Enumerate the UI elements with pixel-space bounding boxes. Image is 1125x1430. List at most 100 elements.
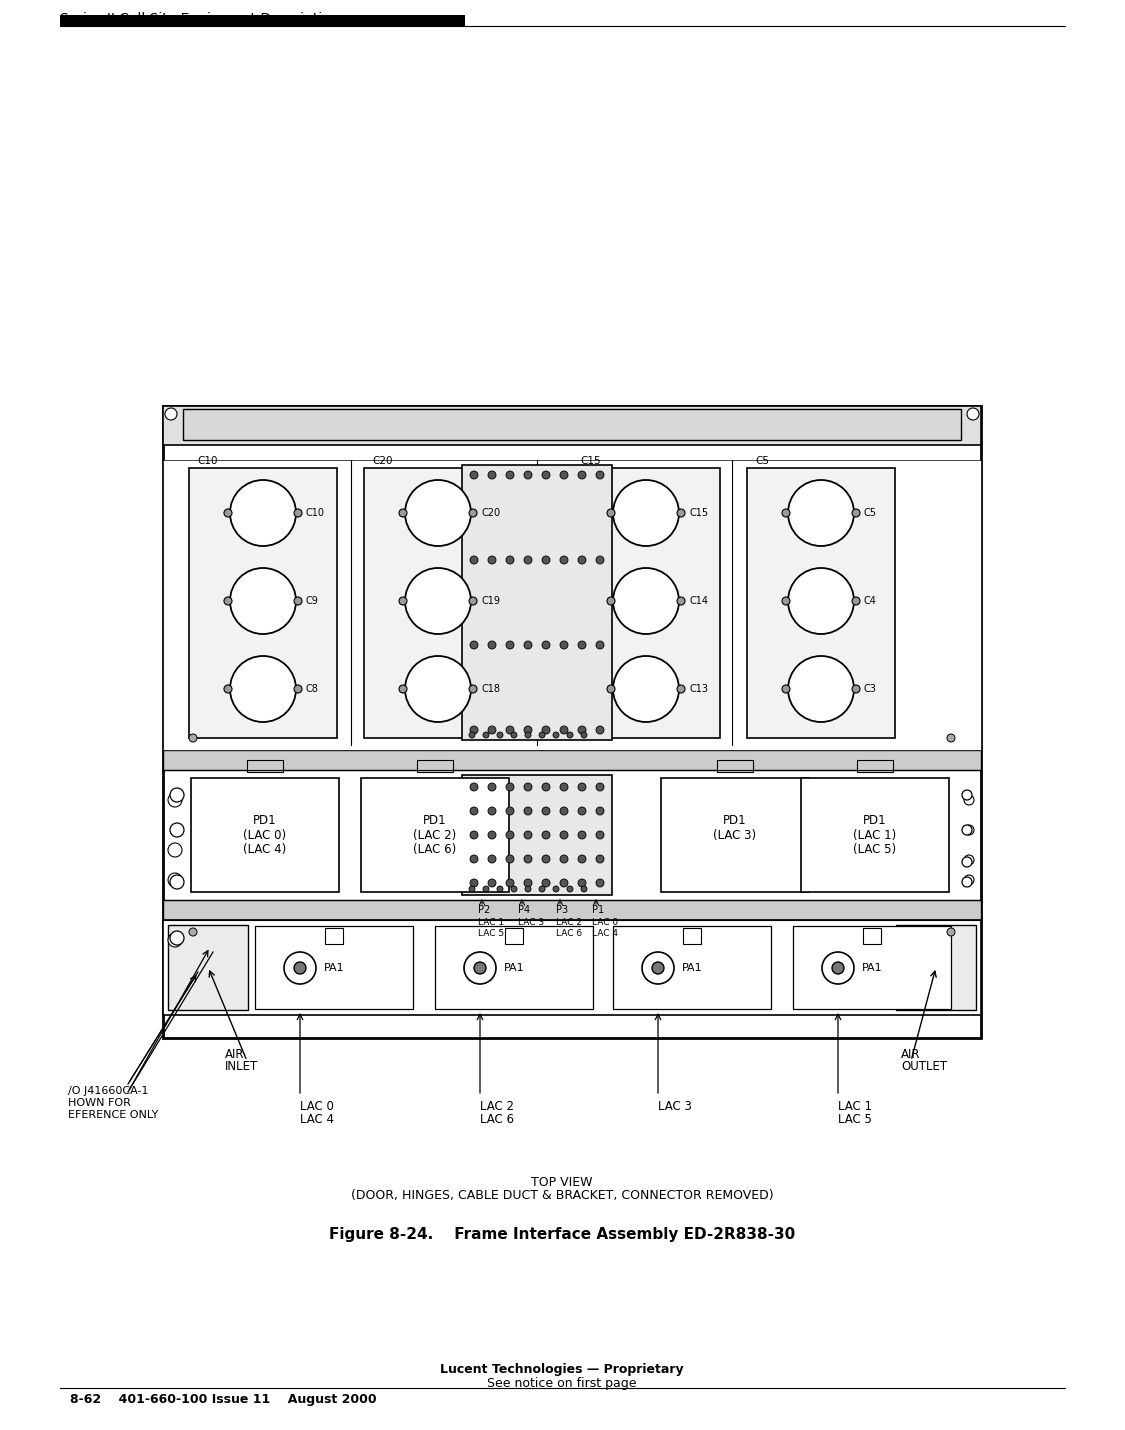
Circle shape bbox=[852, 509, 860, 518]
Circle shape bbox=[469, 732, 475, 738]
Circle shape bbox=[488, 470, 496, 479]
Bar bbox=[168, 925, 248, 1010]
Circle shape bbox=[474, 962, 486, 974]
Circle shape bbox=[560, 831, 568, 839]
Circle shape bbox=[294, 596, 302, 605]
Circle shape bbox=[470, 807, 478, 815]
Bar bbox=[163, 406, 981, 1038]
Text: LAC 4: LAC 4 bbox=[592, 930, 618, 938]
Circle shape bbox=[470, 556, 478, 563]
Circle shape bbox=[170, 875, 184, 889]
Text: P2: P2 bbox=[478, 905, 490, 915]
Circle shape bbox=[947, 928, 955, 937]
Circle shape bbox=[580, 887, 587, 892]
Circle shape bbox=[560, 807, 568, 815]
Bar bbox=[683, 928, 701, 944]
Circle shape bbox=[822, 952, 854, 984]
Circle shape bbox=[782, 685, 790, 694]
Circle shape bbox=[578, 831, 586, 839]
Text: LAC 2: LAC 2 bbox=[480, 1100, 514, 1113]
Circle shape bbox=[506, 855, 514, 862]
Circle shape bbox=[224, 685, 232, 694]
Circle shape bbox=[560, 855, 568, 862]
Bar bbox=[417, 759, 453, 772]
Bar bbox=[364, 468, 512, 738]
Text: AIR: AIR bbox=[225, 1048, 244, 1061]
Circle shape bbox=[542, 470, 550, 479]
Text: 8-62    401-660-100 Issue 11    August 2000: 8-62 401-660-100 Issue 11 August 2000 bbox=[70, 1393, 377, 1407]
Circle shape bbox=[168, 932, 182, 947]
Bar bbox=[801, 778, 950, 892]
Text: C3: C3 bbox=[864, 684, 876, 694]
Text: C5: C5 bbox=[864, 508, 878, 518]
Circle shape bbox=[677, 596, 685, 605]
Text: TOP VIEW: TOP VIEW bbox=[531, 1175, 593, 1188]
Circle shape bbox=[294, 509, 302, 518]
Circle shape bbox=[560, 784, 568, 791]
Text: /O J41660CA-1: /O J41660CA-1 bbox=[68, 1085, 148, 1095]
Circle shape bbox=[964, 825, 974, 835]
Text: PA1: PA1 bbox=[682, 962, 703, 972]
Circle shape bbox=[229, 568, 296, 633]
Text: HOWN FOR: HOWN FOR bbox=[68, 1098, 130, 1108]
Text: C14: C14 bbox=[688, 596, 708, 606]
Circle shape bbox=[596, 784, 604, 791]
Bar bbox=[163, 460, 981, 749]
Circle shape bbox=[488, 879, 496, 887]
Circle shape bbox=[962, 877, 972, 887]
Circle shape bbox=[506, 831, 514, 839]
Text: C4: C4 bbox=[864, 596, 876, 606]
Text: C18: C18 bbox=[482, 684, 500, 694]
Circle shape bbox=[596, 831, 604, 839]
Text: C13: C13 bbox=[688, 684, 708, 694]
Bar bbox=[60, 14, 465, 26]
Circle shape bbox=[469, 887, 475, 892]
Circle shape bbox=[506, 879, 514, 887]
Bar bbox=[163, 899, 981, 919]
Circle shape bbox=[469, 685, 477, 694]
Circle shape bbox=[613, 568, 679, 633]
Circle shape bbox=[578, 470, 586, 479]
Circle shape bbox=[560, 470, 568, 479]
Text: C8: C8 bbox=[306, 684, 318, 694]
Circle shape bbox=[578, 784, 586, 791]
Circle shape bbox=[596, 879, 604, 887]
Circle shape bbox=[506, 807, 514, 815]
Text: (LAC 4): (LAC 4) bbox=[243, 842, 287, 855]
Circle shape bbox=[488, 831, 496, 839]
Circle shape bbox=[554, 732, 559, 738]
Text: (LAC 3): (LAC 3) bbox=[713, 828, 756, 841]
Circle shape bbox=[506, 641, 514, 649]
Circle shape bbox=[488, 726, 496, 734]
Circle shape bbox=[464, 952, 496, 984]
Circle shape bbox=[542, 726, 550, 734]
Circle shape bbox=[962, 857, 972, 867]
Circle shape bbox=[524, 855, 532, 862]
Text: C9: C9 bbox=[306, 596, 318, 606]
Circle shape bbox=[578, 726, 586, 734]
Circle shape bbox=[488, 556, 496, 563]
Circle shape bbox=[788, 656, 854, 722]
Bar bbox=[255, 927, 413, 1010]
Circle shape bbox=[560, 726, 568, 734]
Circle shape bbox=[947, 734, 955, 742]
Text: (LAC 1): (LAC 1) bbox=[854, 828, 897, 841]
Text: INLET: INLET bbox=[225, 1061, 259, 1074]
Bar bbox=[505, 928, 523, 944]
Circle shape bbox=[542, 879, 550, 887]
Circle shape bbox=[224, 596, 232, 605]
Bar bbox=[896, 925, 976, 1010]
Text: C15: C15 bbox=[580, 456, 601, 466]
Text: (LAC 0): (LAC 0) bbox=[243, 828, 287, 841]
Circle shape bbox=[524, 641, 532, 649]
Bar bbox=[747, 468, 896, 738]
Circle shape bbox=[511, 887, 518, 892]
Bar bbox=[662, 778, 809, 892]
Circle shape bbox=[488, 855, 496, 862]
Text: See notice on first page: See notice on first page bbox=[487, 1377, 637, 1390]
Circle shape bbox=[229, 656, 296, 722]
Circle shape bbox=[224, 509, 232, 518]
Circle shape bbox=[168, 844, 182, 857]
Circle shape bbox=[596, 726, 604, 734]
Circle shape bbox=[578, 879, 586, 887]
